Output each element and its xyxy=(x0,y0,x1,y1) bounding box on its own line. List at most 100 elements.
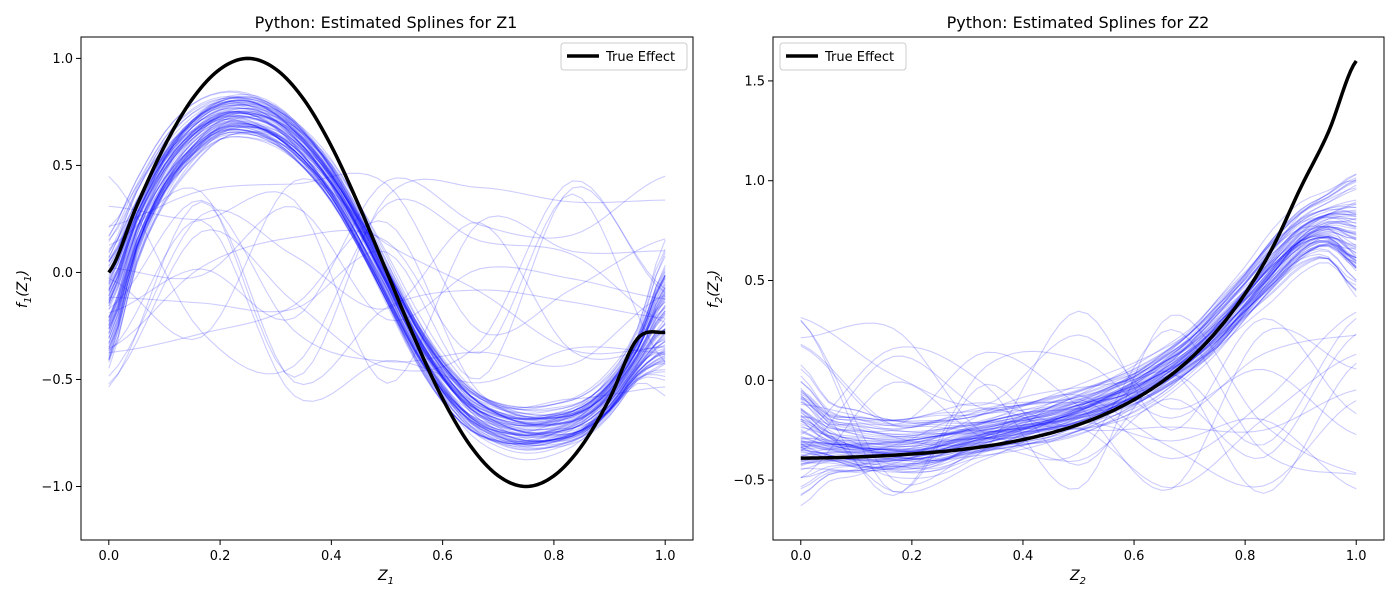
estimate-curve-43 xyxy=(108,125,666,445)
estimate-curve-10 xyxy=(800,239,1357,474)
estimate-curve-44 xyxy=(108,101,666,419)
estimate-curve-83 xyxy=(108,103,666,436)
estimate-curve-53 xyxy=(108,111,666,435)
estimate-curve-59 xyxy=(108,136,666,450)
outlier-estimate-curve-12 xyxy=(108,209,666,377)
chart-title: Python: Estimated Splines for Z1 xyxy=(255,13,518,32)
outlier-estimate-curve-10 xyxy=(108,175,666,321)
estimate-curve-77 xyxy=(800,209,1357,440)
outlier-estimate-curve-11 xyxy=(800,320,1357,486)
outlier-estimate-curve-11 xyxy=(108,175,666,375)
estimate-curve-13 xyxy=(800,222,1357,453)
outlier-estimate-curve-2 xyxy=(800,389,1357,433)
estimate-curve-26 xyxy=(800,216,1357,438)
x-tick-label: 0.0 xyxy=(98,549,119,564)
estimate-curve-20 xyxy=(108,125,666,442)
estimate-curve-27 xyxy=(108,107,666,423)
estimate-curve-39 xyxy=(800,181,1357,427)
legend-box xyxy=(560,42,688,71)
estimate-curve-53 xyxy=(800,237,1357,462)
y-axis-ticks: −1.0 −0.5 0.0 0.5 1.0 xyxy=(41,52,81,495)
y-tick-label: 0.0 xyxy=(52,266,73,281)
outlier-estimate-curve-1 xyxy=(108,178,666,378)
x-tick-label: 1.0 xyxy=(1346,549,1367,564)
estimate-curve-22 xyxy=(800,255,1357,468)
estimate-curve-52 xyxy=(108,121,666,443)
x-tick-label: 0.2 xyxy=(210,549,231,564)
estimate-curve-57 xyxy=(800,179,1357,421)
estimate-curve-76 xyxy=(108,111,666,436)
estimate-curve-49 xyxy=(800,245,1357,456)
estimate-curve-78 xyxy=(108,128,666,443)
estimate-curve-73 xyxy=(800,233,1357,454)
x-tick-label: 0.0 xyxy=(790,549,811,564)
estimate-curve-23 xyxy=(800,220,1357,448)
estimate-curve-25 xyxy=(108,129,666,436)
outlier-estimate-curve-6 xyxy=(800,327,1357,491)
outlier-estimate-curve-13 xyxy=(800,316,1357,436)
estimate-curve-37 xyxy=(800,262,1357,497)
x-tick-label: 0.8 xyxy=(1235,549,1256,564)
estimate-curve-35 xyxy=(800,225,1357,462)
legend-box xyxy=(779,42,907,71)
estimate-curve-19 xyxy=(800,225,1357,460)
estimate-curve-36 xyxy=(108,126,666,445)
estimate-curve-46 xyxy=(108,114,666,446)
estimate-curve-81 xyxy=(108,123,666,461)
estimate-curve-19 xyxy=(108,126,666,449)
estimate-curve-70 xyxy=(800,201,1357,436)
outlier-estimate-curve-0 xyxy=(108,220,666,409)
estimate-curve-32 xyxy=(108,122,666,447)
estimate-curve-9 xyxy=(108,107,666,425)
estimate-curve-9 xyxy=(800,244,1357,478)
estimate-curve-18 xyxy=(800,188,1357,433)
legend: True Effect xyxy=(779,42,907,71)
legend-true-effect-label: True Effect xyxy=(605,50,675,65)
estimate-curve-35 xyxy=(108,95,666,417)
x-tick-label: 0.6 xyxy=(432,549,453,564)
estimate-curve-56 xyxy=(108,93,666,420)
series-group xyxy=(800,59,1358,507)
estimate-curve-3 xyxy=(800,244,1357,507)
estimate-curve-8 xyxy=(800,217,1357,447)
axes-frame xyxy=(772,36,1385,541)
estimate-curve-62 xyxy=(108,108,666,420)
x-tick-label: 0.6 xyxy=(1124,549,1145,564)
x-axis-label: Z1 xyxy=(377,568,394,587)
estimate-curve-58 xyxy=(108,114,666,444)
estimate-curve-84 xyxy=(108,131,666,443)
estimate-curve-31 xyxy=(108,111,666,446)
chart-title: Python: Estimated Splines for Z2 xyxy=(947,13,1210,32)
estimate-curve-63 xyxy=(108,125,666,438)
estimate-curve-55 xyxy=(800,241,1357,461)
estimate-curve-55 xyxy=(108,129,666,443)
estimate-curve-1 xyxy=(800,231,1357,444)
estimate-curve-76 xyxy=(800,174,1357,422)
estimate-curve-75 xyxy=(108,115,666,448)
y-tick-label: 1.5 xyxy=(744,74,765,89)
x-axis-ticks: 0.0 0.2 0.4 0.6 0.8 1.0 xyxy=(790,540,1367,564)
estimate-curve-75 xyxy=(800,236,1357,460)
legend-true-effect-label: True Effect xyxy=(824,50,894,65)
estimate-curve-47 xyxy=(800,240,1357,464)
estimate-curve-29 xyxy=(800,236,1357,479)
outlier-estimate-curve-6 xyxy=(108,193,666,363)
estimate-curve-16 xyxy=(108,126,666,445)
estimate-curve-5 xyxy=(108,120,666,429)
outlier-estimate-curve-7 xyxy=(108,199,666,368)
estimate-curve-16 xyxy=(800,250,1357,474)
estimate-curve-21 xyxy=(800,199,1357,435)
y-tick-label: −1.0 xyxy=(41,480,73,495)
outlier-estimate-curve-5 xyxy=(800,317,1357,493)
estimate-curve-62 xyxy=(800,235,1357,470)
estimate-curve-74 xyxy=(108,120,666,436)
estimate-curve-15 xyxy=(800,240,1357,461)
estimate-curve-66 xyxy=(108,115,666,432)
estimate-curve-40 xyxy=(108,116,666,439)
outlier-estimate-curve-13 xyxy=(108,206,666,322)
estimate-curve-33 xyxy=(800,203,1357,442)
y-tick-label: 0.5 xyxy=(52,159,73,174)
estimate-curve-14 xyxy=(108,115,666,434)
y-tick-label: 1.0 xyxy=(744,174,765,189)
estimate-curve-50 xyxy=(108,123,666,439)
